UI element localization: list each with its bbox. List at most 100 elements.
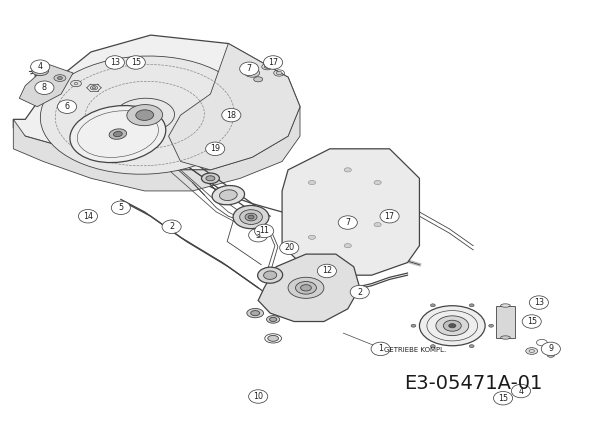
Ellipse shape (264, 65, 270, 68)
Polygon shape (19, 64, 73, 107)
Ellipse shape (500, 336, 510, 339)
Text: 7: 7 (247, 64, 252, 73)
Ellipse shape (430, 304, 435, 307)
Ellipse shape (308, 180, 316, 184)
Circle shape (239, 62, 259, 75)
Circle shape (541, 342, 560, 356)
Text: 13: 13 (534, 298, 544, 307)
Circle shape (280, 241, 299, 254)
Ellipse shape (288, 277, 324, 298)
Ellipse shape (489, 324, 494, 327)
Ellipse shape (212, 186, 245, 205)
Circle shape (248, 229, 268, 242)
Ellipse shape (251, 310, 260, 315)
Ellipse shape (269, 317, 277, 321)
Circle shape (317, 264, 337, 278)
Ellipse shape (469, 304, 474, 307)
Text: 1: 1 (378, 344, 383, 353)
Ellipse shape (526, 348, 538, 354)
Ellipse shape (257, 267, 283, 283)
Text: 17: 17 (385, 212, 395, 221)
Ellipse shape (109, 129, 127, 139)
Ellipse shape (262, 64, 272, 70)
Text: 20: 20 (284, 243, 295, 252)
Polygon shape (13, 107, 300, 191)
Polygon shape (496, 306, 515, 338)
Text: 15: 15 (527, 317, 537, 326)
Ellipse shape (206, 176, 215, 181)
Ellipse shape (344, 168, 352, 172)
Circle shape (31, 60, 50, 73)
Ellipse shape (296, 282, 316, 294)
Circle shape (58, 100, 77, 114)
Text: 4: 4 (38, 62, 43, 71)
Text: 8: 8 (42, 83, 47, 92)
Circle shape (350, 285, 369, 299)
Circle shape (511, 384, 530, 398)
Ellipse shape (263, 271, 277, 279)
Ellipse shape (71, 81, 82, 86)
Ellipse shape (70, 106, 166, 162)
Ellipse shape (54, 75, 66, 81)
Ellipse shape (37, 69, 43, 73)
Circle shape (111, 201, 130, 215)
Ellipse shape (276, 71, 282, 75)
Text: 6: 6 (65, 102, 70, 111)
Ellipse shape (92, 86, 96, 89)
Text: 11: 11 (259, 226, 269, 235)
Text: 2: 2 (357, 287, 362, 296)
Polygon shape (169, 44, 300, 170)
Ellipse shape (58, 77, 62, 80)
Circle shape (206, 142, 225, 156)
Text: 14: 14 (83, 212, 93, 221)
Text: 7: 7 (345, 218, 350, 227)
Circle shape (263, 56, 283, 69)
Polygon shape (13, 35, 300, 170)
Ellipse shape (127, 105, 163, 126)
Ellipse shape (374, 180, 381, 184)
Circle shape (162, 220, 181, 234)
Ellipse shape (113, 131, 122, 137)
Ellipse shape (266, 315, 280, 323)
Circle shape (522, 315, 541, 328)
Text: 10: 10 (253, 392, 263, 401)
Text: 3: 3 (256, 231, 260, 240)
Ellipse shape (202, 173, 220, 184)
Ellipse shape (233, 206, 269, 229)
Ellipse shape (443, 320, 461, 331)
Circle shape (222, 109, 241, 122)
Circle shape (126, 56, 145, 69)
Circle shape (248, 390, 268, 403)
Ellipse shape (436, 316, 469, 336)
Ellipse shape (308, 235, 316, 240)
Text: 4: 4 (518, 387, 523, 396)
Circle shape (371, 342, 390, 356)
Circle shape (79, 209, 98, 223)
Text: 18: 18 (226, 111, 236, 120)
Polygon shape (282, 149, 419, 275)
Ellipse shape (547, 353, 554, 357)
Circle shape (254, 224, 274, 238)
Ellipse shape (247, 308, 263, 318)
Ellipse shape (248, 215, 254, 219)
Ellipse shape (245, 69, 260, 77)
Ellipse shape (411, 324, 416, 327)
Circle shape (338, 216, 358, 229)
Text: 13: 13 (110, 58, 120, 67)
Circle shape (529, 296, 548, 309)
Ellipse shape (239, 210, 262, 224)
Text: 5: 5 (118, 203, 124, 212)
Ellipse shape (245, 213, 257, 221)
Ellipse shape (40, 56, 249, 174)
Text: 17: 17 (268, 58, 278, 67)
Ellipse shape (344, 244, 352, 248)
Circle shape (380, 209, 399, 223)
Text: 19: 19 (210, 144, 220, 153)
Text: 9: 9 (548, 344, 553, 353)
Polygon shape (258, 254, 360, 321)
Ellipse shape (268, 335, 278, 341)
Ellipse shape (136, 110, 154, 120)
Ellipse shape (430, 345, 435, 348)
Text: 12: 12 (322, 266, 332, 276)
Ellipse shape (500, 304, 510, 307)
